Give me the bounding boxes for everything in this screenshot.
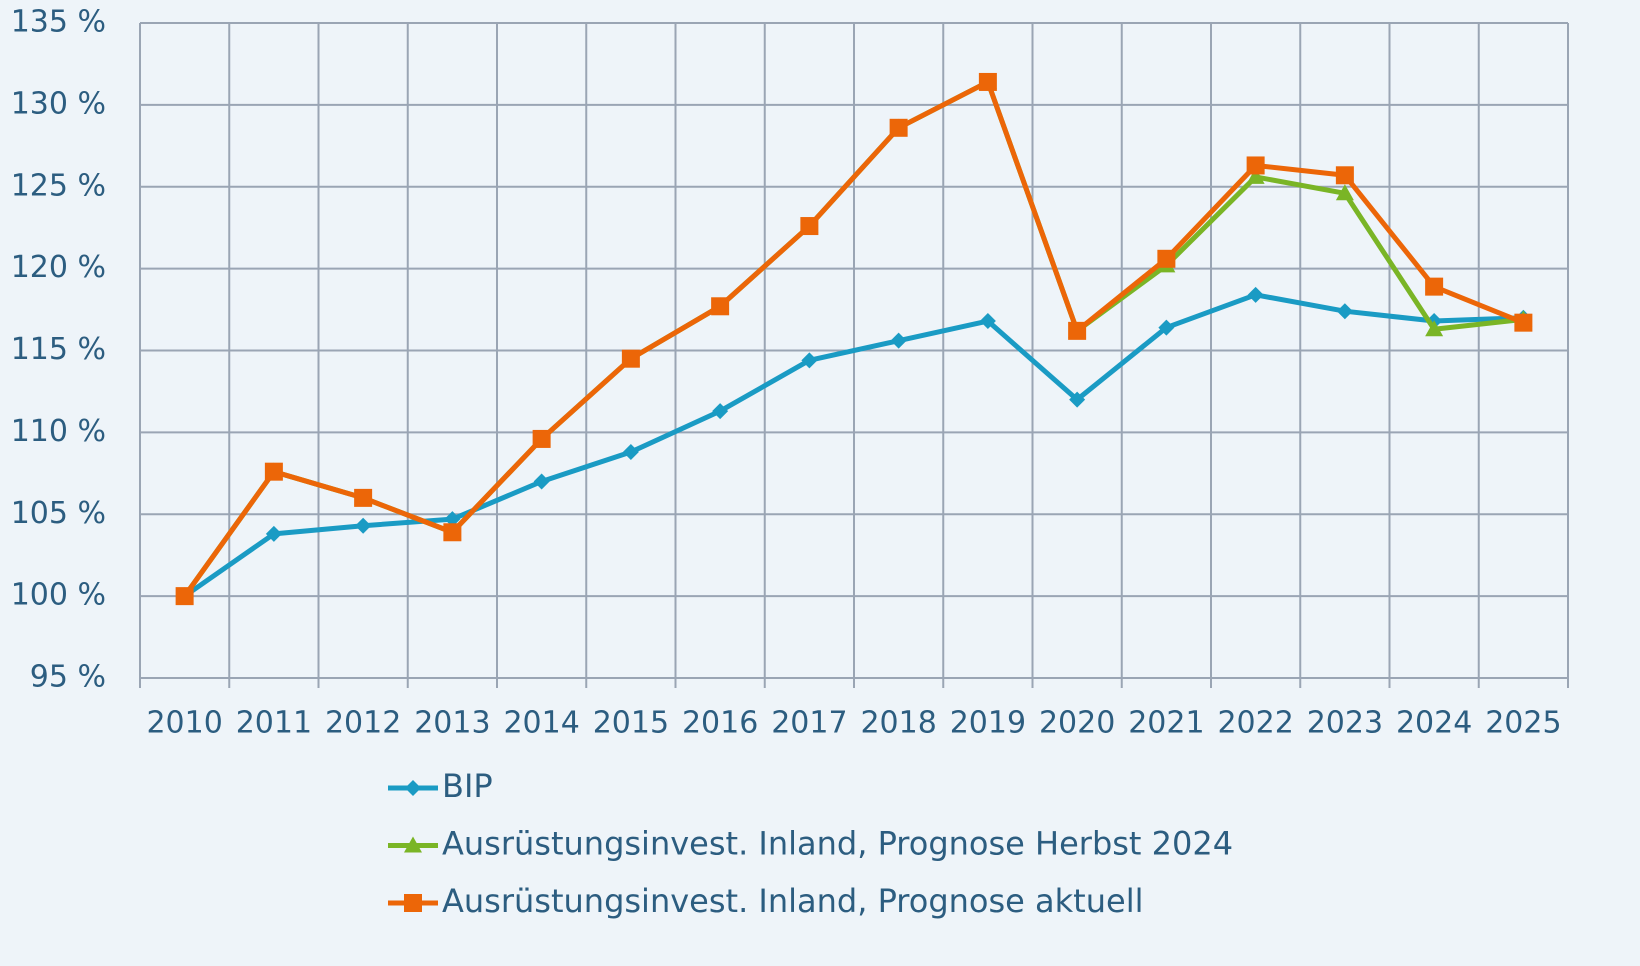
point-marker (890, 332, 907, 349)
x-tick-label: 2022 (1217, 706, 1293, 741)
y-tick-label: 95 % (30, 660, 106, 695)
point-marker (444, 511, 461, 528)
x-tick-label: 2024 (1396, 706, 1472, 741)
y-tick-label: 130 % (11, 86, 106, 121)
point-marker (533, 473, 550, 490)
x-tick-label: 2025 (1485, 706, 1561, 741)
point-marker (443, 523, 462, 542)
y-tick-label: 110 % (11, 414, 106, 449)
point-marker (1425, 320, 1444, 337)
point-marker (622, 444, 639, 461)
point-marker (1157, 249, 1176, 268)
point-marker (354, 488, 373, 507)
x-tick-label: 2019 (950, 706, 1026, 741)
x-tick-label: 2013 (414, 706, 490, 741)
x-tick-label: 2017 (771, 706, 847, 741)
x-tick-label: 2021 (1128, 706, 1204, 741)
point-marker (1425, 277, 1444, 296)
point-marker (1069, 391, 1086, 408)
x-tick-label: 2016 (682, 706, 758, 741)
point-marker (1514, 313, 1533, 332)
legend-label: Ausrüstungsinvest. Inland, Prognose Herb… (442, 825, 1233, 863)
point-marker (712, 403, 729, 420)
x-tick-label: 2020 (1039, 706, 1115, 741)
y-tick-label: 120 % (11, 250, 106, 285)
point-marker (1246, 167, 1265, 184)
legend-marker (404, 836, 422, 853)
point-marker (1335, 166, 1354, 185)
point-marker (264, 462, 283, 481)
x-tick-label: 2014 (503, 706, 579, 741)
series-line (183, 292, 1524, 599)
y-tick-label: 115 % (11, 332, 106, 367)
point-marker (979, 313, 996, 330)
point-marker (800, 217, 819, 236)
y-tick-label: 135 % (11, 5, 106, 40)
point-marker (978, 72, 997, 91)
point-marker (1335, 184, 1354, 201)
x-tick-label: 2011 (236, 706, 312, 741)
point-marker (1158, 319, 1175, 336)
point-marker (532, 429, 551, 448)
point-marker (801, 352, 818, 369)
x-tick-label: 2012 (325, 706, 401, 741)
point-marker (1068, 321, 1087, 340)
point-marker (711, 297, 730, 316)
y-tick-label: 100 % (11, 578, 106, 613)
point-marker (355, 517, 372, 534)
y-tick-label: 105 % (11, 496, 106, 531)
x-tick-label: 2010 (146, 706, 222, 741)
point-marker (889, 118, 908, 137)
x-tick-label: 2018 (860, 706, 936, 741)
legend-marker (405, 780, 421, 796)
legend-label: BIP (442, 767, 493, 805)
x-tick-label: 2015 (593, 706, 669, 741)
point-marker (175, 587, 194, 606)
x-tick-label: 2023 (1307, 706, 1383, 741)
legend-marker (404, 894, 422, 912)
y-tick-label: 125 % (11, 168, 106, 203)
series-line (182, 79, 1525, 598)
point-marker (265, 525, 282, 542)
point-marker (621, 349, 640, 368)
legend-label: Ausrüstungsinvest. Inland, Prognose aktu… (442, 882, 1143, 920)
point-marker (1246, 156, 1265, 175)
point-marker (1336, 303, 1353, 320)
point-marker (1247, 286, 1264, 303)
